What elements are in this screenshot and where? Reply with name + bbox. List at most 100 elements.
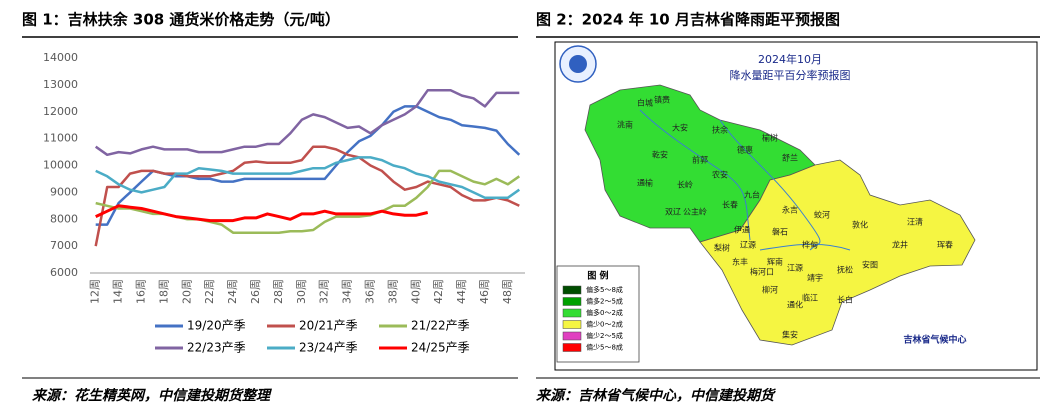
place-name: 大安: [672, 123, 688, 133]
place-name: 辉南: [767, 257, 783, 267]
place-name: 龙井: [892, 240, 908, 250]
place-name: 洮南: [617, 120, 633, 130]
source-note: 来源：花生精英网，中信建投期货整理: [32, 387, 272, 404]
x-tick-label: 38周: [386, 279, 399, 304]
x-tick-label: 26周: [249, 279, 262, 304]
place-name: 磐石: [772, 227, 788, 237]
logo: [569, 55, 587, 73]
place-name: 长白: [837, 295, 853, 305]
x-tick-label: 46周: [478, 279, 491, 304]
map-credit: 吉林省气候中心: [903, 334, 966, 346]
place-name: 前郭: [692, 155, 708, 165]
x-tick-label: 12周: [89, 279, 102, 304]
x-tick-label: 24周: [226, 279, 239, 304]
x-tick-label: 40周: [409, 279, 422, 304]
place-name: 靖宇: [807, 273, 823, 283]
place-name: 榆树: [762, 133, 778, 143]
place-name: 珲春: [937, 240, 953, 250]
place-name: 通榆: [637, 178, 653, 188]
map-legend-label: 偏少2～5成: [586, 331, 623, 340]
x-tick-label: 20周: [180, 279, 193, 304]
map-title: 降水量距平百分率预报图: [730, 68, 851, 82]
x-tick-label: 42周: [432, 279, 445, 304]
place-name: 辽源: [740, 241, 756, 250]
legend-label: 21/22产季: [411, 319, 470, 333]
map-legend-swatch: [562, 297, 582, 306]
place-name: 安图: [862, 260, 878, 270]
x-tick-label: 32周: [318, 279, 331, 304]
region-drier: [699, 159, 976, 346]
place-name: 汪清: [907, 217, 923, 227]
place-name: 集安: [782, 330, 798, 340]
series-line: [94, 89, 520, 157]
y-tick-label: 13000: [43, 78, 78, 91]
x-tick-label: 36周: [363, 279, 376, 304]
legend-label: 19/20产季: [187, 319, 246, 333]
place-name: 德惠: [737, 145, 753, 155]
river: [639, 109, 851, 251]
place-name: 九台: [744, 190, 760, 200]
x-tick-label: 22周: [203, 279, 216, 304]
y-tick-label: 9000: [50, 185, 78, 198]
place-name: 临江: [802, 293, 818, 303]
x-tick-label: 28周: [272, 279, 285, 304]
x-tick-label: 18周: [157, 279, 170, 304]
place-name: 抚松: [837, 265, 853, 275]
y-tick-label: 10000: [43, 159, 78, 172]
place-name: 舒兰: [782, 153, 798, 163]
place-name: 公主岭: [683, 207, 707, 217]
place-name: 桦甸: [802, 240, 818, 250]
x-tick-label: 48周: [501, 279, 514, 304]
y-tick-label: 7000: [50, 239, 78, 252]
legend-label: 22/23产季: [187, 341, 246, 355]
place-name: 蛟河: [814, 210, 830, 220]
y-tick-label: 8000: [50, 212, 78, 225]
x-tick-label: 14周: [112, 279, 125, 304]
map-legend-label: 偏多2～5成: [586, 297, 623, 306]
map-legend-label: 偏少0～2成: [586, 320, 623, 329]
series-line: [95, 169, 521, 234]
map-date: 2024年10月: [758, 52, 822, 66]
source-note: 来源：吉林省气候中心，中信建投期货: [536, 387, 776, 404]
place-name: 镇赉: [654, 95, 670, 105]
legend-label: 20/21产季: [299, 319, 358, 333]
series-line: [94, 145, 520, 247]
place-name: 江源: [787, 264, 803, 273]
place-name: 通化: [787, 300, 803, 310]
map-legend-swatch: [562, 320, 582, 329]
x-tick-label: 30周: [295, 279, 308, 304]
map-legend-label: 偏多0～2成: [586, 308, 623, 317]
map-legend-swatch: [562, 331, 582, 341]
figure-title: 图 2：2024 年 10 月吉林省降雨距平预报图: [536, 11, 840, 29]
place-name: 农安: [712, 170, 728, 180]
map-legend-label: 偏少5～8成: [586, 343, 623, 352]
figure-title: 图 1：吉林扶余 308 通货米价格走势（元/吨）: [22, 11, 340, 29]
place-name: 东丰: [732, 257, 748, 267]
y-tick-label: 12000: [43, 105, 78, 118]
place-name: 长岭: [677, 180, 693, 190]
place-name: 伊通: [734, 225, 750, 235]
place-name: 白城: [637, 98, 653, 108]
place-name: 梨树: [714, 243, 730, 253]
map-legend-swatch: [562, 343, 582, 352]
place-name: 扶余: [712, 125, 728, 135]
series-line: [95, 105, 521, 226]
x-tick-label: 34周: [341, 279, 354, 304]
place-name: 双辽: [665, 208, 681, 217]
y-tick-label: 6000: [50, 266, 78, 279]
y-tick-label: 11000: [43, 132, 78, 145]
place-name: 长春: [722, 200, 738, 210]
place-name: 永吉: [782, 205, 798, 215]
place-name: 梅河口: [750, 267, 774, 277]
legend-label: 24/25产季: [411, 341, 470, 355]
place-name: 柳河: [762, 285, 778, 295]
map-legend-title: 图 例: [587, 270, 608, 282]
series-line: [95, 204, 429, 223]
map-legend-swatch: [562, 285, 582, 295]
map-legend-swatch: [562, 308, 582, 318]
place-name: 乾安: [652, 150, 668, 160]
place-name: 敦化: [852, 220, 868, 230]
y-tick-label: 14000: [43, 51, 78, 64]
legend-label: 23/24产季: [299, 341, 358, 355]
